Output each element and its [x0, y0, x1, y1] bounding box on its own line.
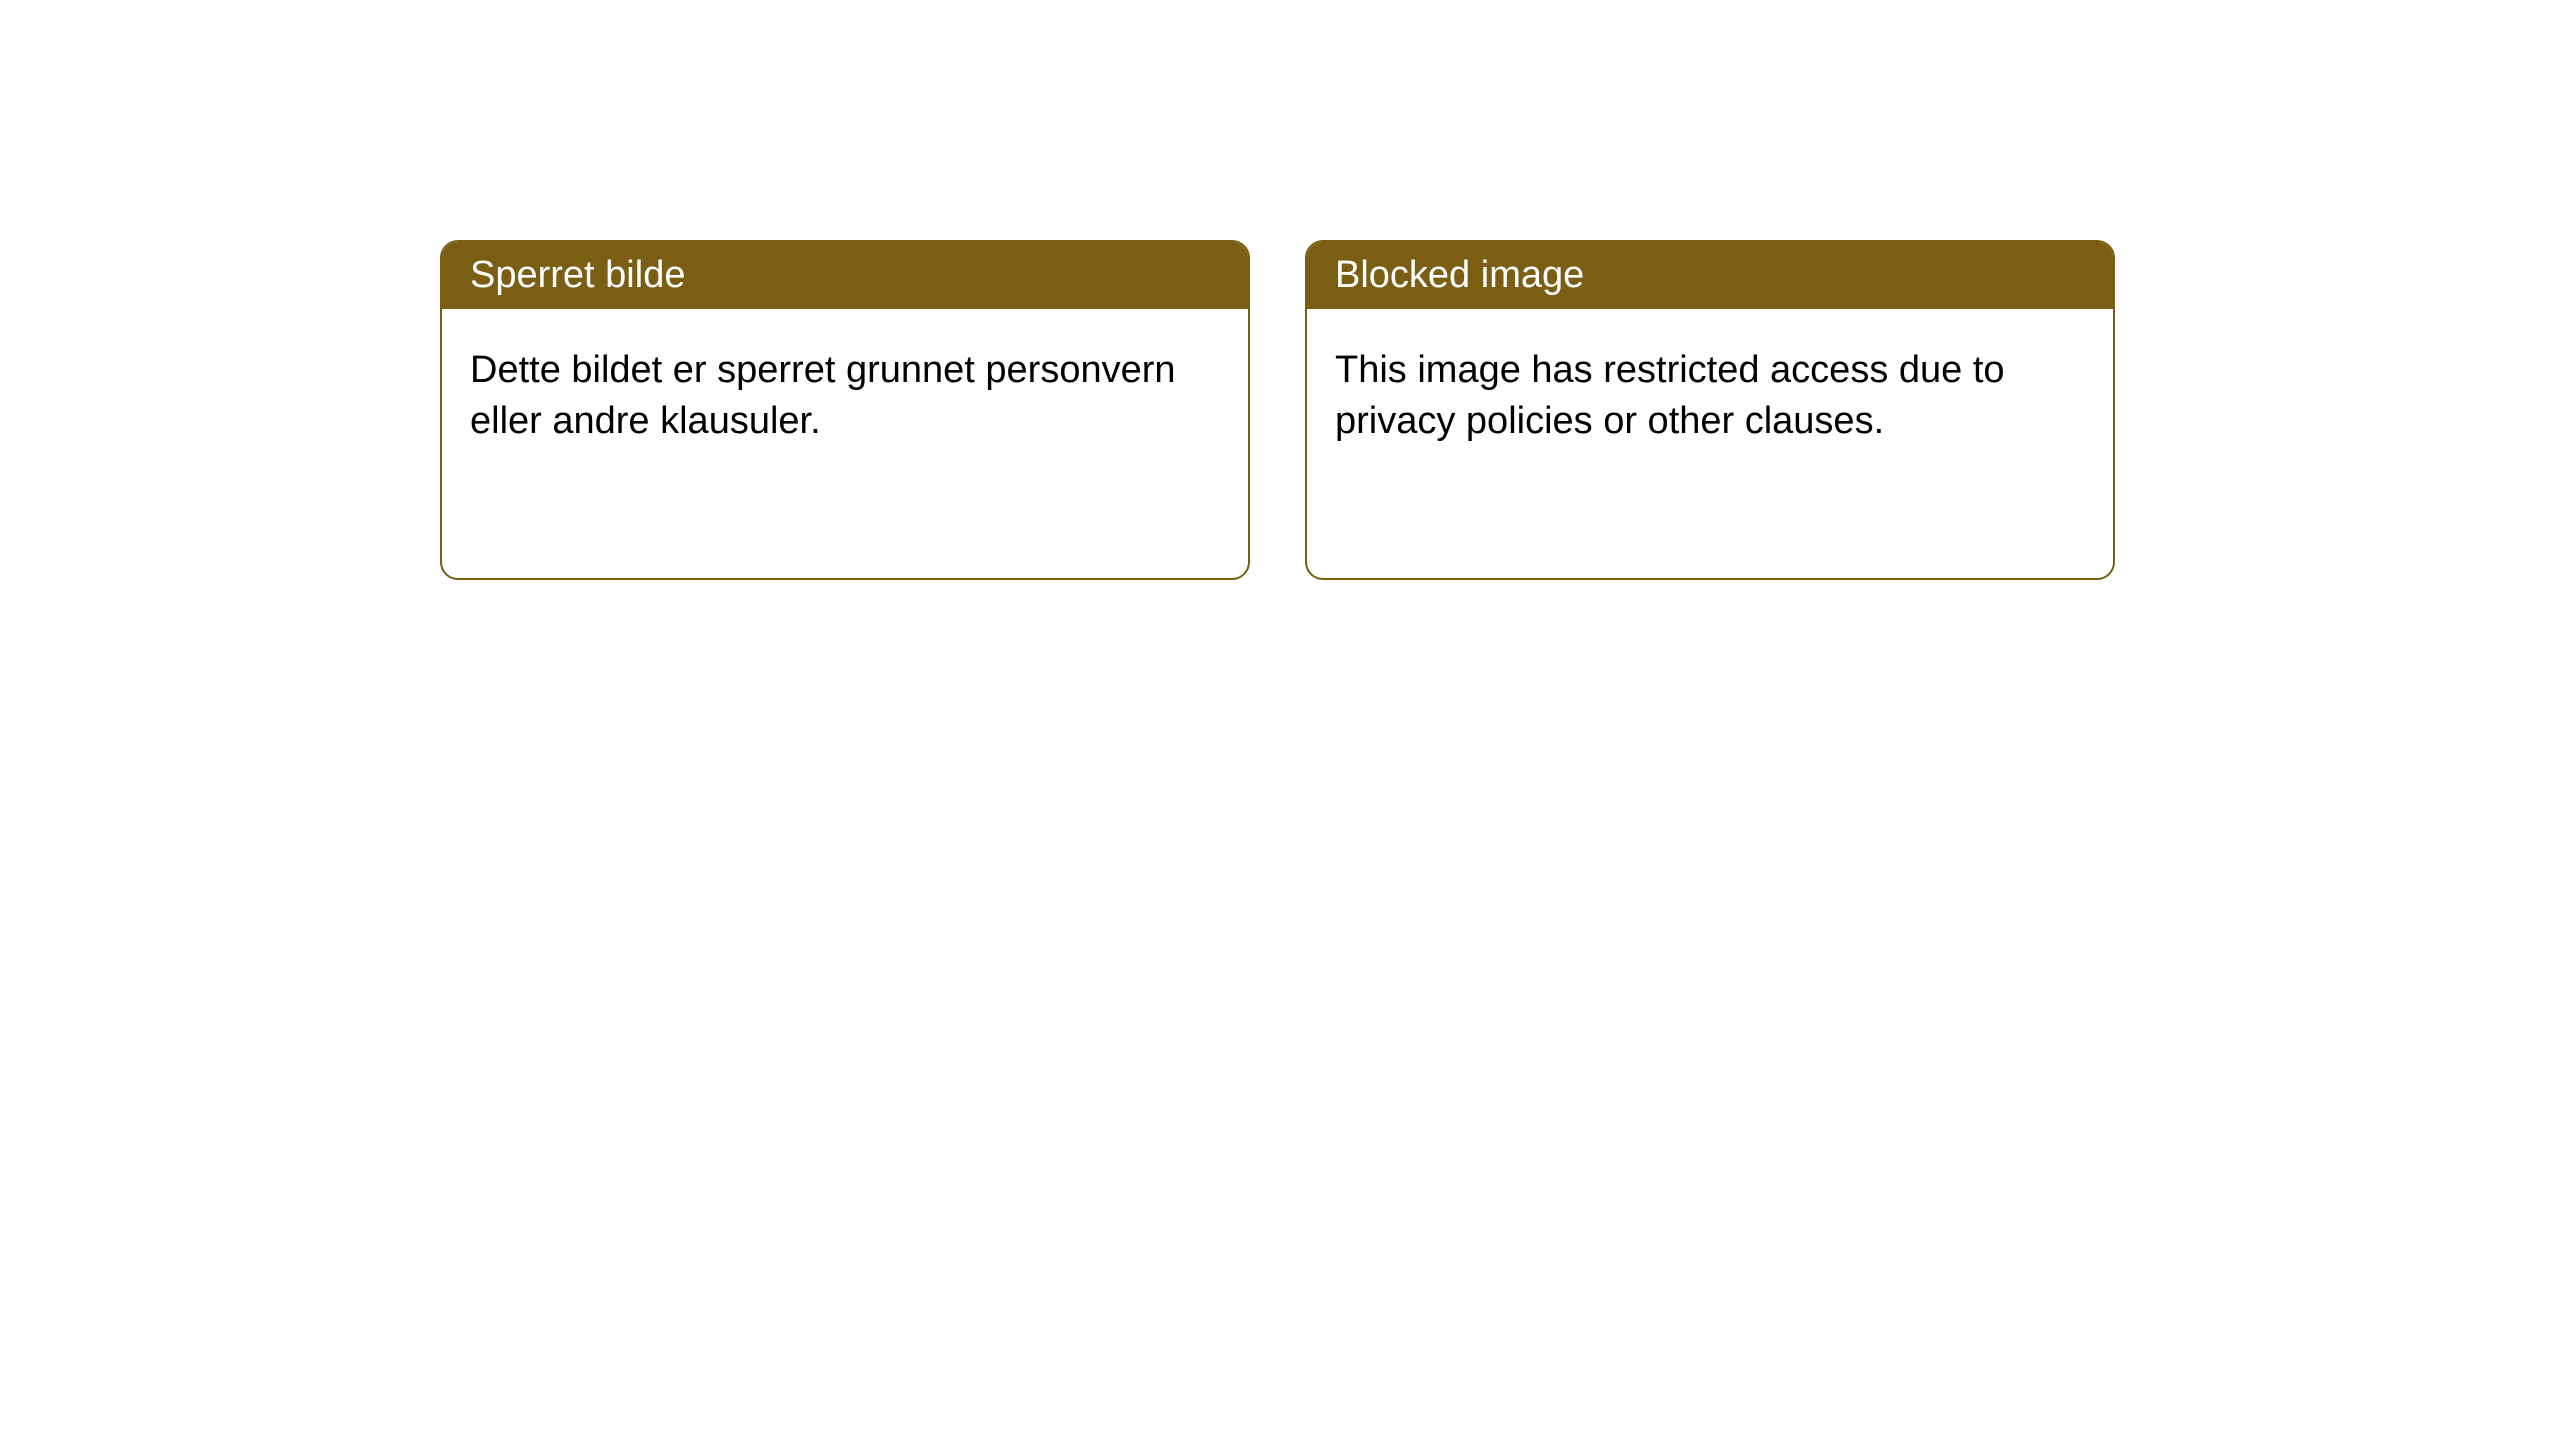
blocked-image-card-en: Blocked image This image has restricted … [1305, 240, 2115, 580]
blocked-image-card-no: Sperret bilde Dette bildet er sperret gr… [440, 240, 1250, 580]
card-body: Dette bildet er sperret grunnet personve… [442, 309, 1248, 484]
card-body: This image has restricted access due to … [1307, 309, 2113, 484]
card-title: Blocked image [1335, 254, 1584, 296]
card-header: Blocked image [1307, 242, 2113, 309]
card-body-text: Dette bildet er sperret grunnet personve… [470, 349, 1176, 442]
card-header: Sperret bilde [442, 242, 1248, 309]
card-title: Sperret bilde [470, 254, 685, 296]
cards-container: Sperret bilde Dette bildet er sperret gr… [440, 240, 2115, 580]
card-body-text: This image has restricted access due to … [1335, 349, 2005, 442]
